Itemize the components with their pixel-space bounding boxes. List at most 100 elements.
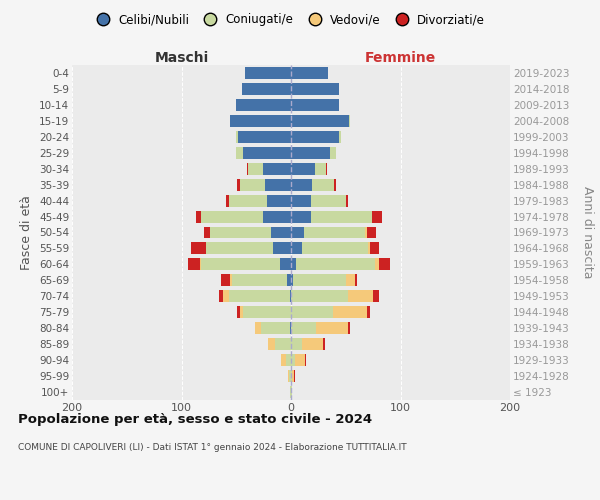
- Bar: [291, 242, 302, 254]
- Bar: [247, 162, 248, 174]
- Bar: [326, 162, 327, 174]
- Bar: [239, 178, 265, 190]
- Bar: [312, 178, 334, 190]
- Bar: [188, 258, 200, 270]
- Bar: [368, 242, 370, 254]
- Bar: [291, 162, 315, 174]
- Bar: [236, 147, 243, 158]
- Bar: [291, 67, 328, 79]
- Bar: [206, 242, 274, 254]
- Bar: [294, 370, 295, 382]
- Bar: [243, 306, 291, 318]
- Bar: [293, 274, 346, 286]
- Bar: [305, 354, 307, 366]
- Text: Popolazione per età, sesso e stato civile - 2024: Popolazione per età, sesso e stato civil…: [18, 412, 372, 426]
- Bar: [291, 131, 339, 143]
- Bar: [348, 290, 373, 302]
- Bar: [302, 338, 323, 350]
- Bar: [291, 386, 292, 398]
- Bar: [296, 258, 376, 270]
- Bar: [248, 162, 263, 174]
- Text: COMUNE DI CAPOLIVERI (LI) - Dati ISTAT 1° gennaio 2024 - Elaborazione TUTTITALIA: COMUNE DI CAPOLIVERI (LI) - Dati ISTAT 1…: [18, 442, 407, 452]
- Bar: [291, 99, 339, 111]
- Bar: [238, 306, 239, 318]
- Bar: [238, 131, 291, 143]
- Bar: [311, 210, 372, 222]
- Bar: [290, 386, 291, 398]
- Bar: [291, 258, 296, 270]
- Bar: [365, 226, 367, 238]
- Bar: [255, 322, 262, 334]
- Bar: [302, 242, 368, 254]
- Bar: [200, 258, 201, 270]
- Bar: [243, 147, 291, 158]
- Bar: [291, 306, 332, 318]
- Bar: [226, 194, 229, 206]
- Bar: [339, 131, 341, 143]
- Bar: [236, 99, 291, 111]
- Bar: [292, 370, 294, 382]
- Bar: [210, 226, 271, 238]
- Bar: [230, 115, 291, 127]
- Bar: [373, 290, 379, 302]
- Bar: [239, 306, 243, 318]
- Bar: [196, 210, 201, 222]
- Bar: [245, 67, 291, 79]
- Bar: [332, 306, 367, 318]
- Bar: [379, 258, 389, 270]
- Bar: [236, 131, 238, 143]
- Bar: [291, 115, 349, 127]
- Bar: [355, 274, 356, 286]
- Bar: [372, 210, 382, 222]
- Bar: [291, 338, 302, 350]
- Bar: [348, 322, 350, 334]
- Bar: [291, 370, 292, 382]
- Bar: [291, 322, 316, 334]
- Bar: [242, 83, 291, 95]
- Bar: [191, 242, 206, 254]
- Bar: [205, 226, 210, 238]
- Bar: [291, 147, 331, 158]
- Bar: [281, 354, 286, 366]
- Bar: [265, 178, 291, 190]
- Bar: [262, 322, 290, 334]
- Bar: [290, 290, 291, 302]
- Bar: [288, 370, 289, 382]
- Bar: [238, 178, 239, 190]
- Bar: [263, 162, 291, 174]
- Bar: [268, 338, 275, 350]
- Bar: [304, 226, 365, 238]
- Bar: [280, 258, 291, 270]
- Bar: [201, 210, 263, 222]
- Bar: [219, 290, 223, 302]
- Bar: [291, 290, 348, 302]
- Bar: [311, 194, 346, 206]
- Bar: [367, 306, 370, 318]
- Bar: [223, 290, 229, 302]
- Bar: [263, 210, 291, 222]
- Bar: [271, 226, 291, 238]
- Bar: [221, 274, 230, 286]
- Bar: [291, 226, 304, 238]
- Text: Femmine: Femmine: [365, 51, 436, 65]
- Bar: [291, 210, 311, 222]
- Text: Maschi: Maschi: [154, 51, 209, 65]
- Bar: [291, 274, 293, 286]
- Bar: [349, 115, 350, 127]
- Bar: [201, 258, 280, 270]
- Bar: [346, 274, 355, 286]
- Bar: [287, 274, 291, 286]
- Bar: [274, 242, 291, 254]
- Bar: [229, 194, 267, 206]
- Bar: [286, 354, 291, 366]
- Y-axis label: Fasce di età: Fasce di età: [20, 195, 34, 270]
- Bar: [290, 322, 291, 334]
- Bar: [291, 354, 295, 366]
- Bar: [230, 274, 232, 286]
- Bar: [346, 194, 348, 206]
- Y-axis label: Anni di nascita: Anni di nascita: [581, 186, 593, 279]
- Bar: [295, 354, 305, 366]
- Bar: [334, 178, 336, 190]
- Bar: [323, 338, 325, 350]
- Legend: Celibi/Nubili, Coniugati/e, Vedovi/e, Divorziati/e: Celibi/Nubili, Coniugati/e, Vedovi/e, Di…: [86, 8, 490, 31]
